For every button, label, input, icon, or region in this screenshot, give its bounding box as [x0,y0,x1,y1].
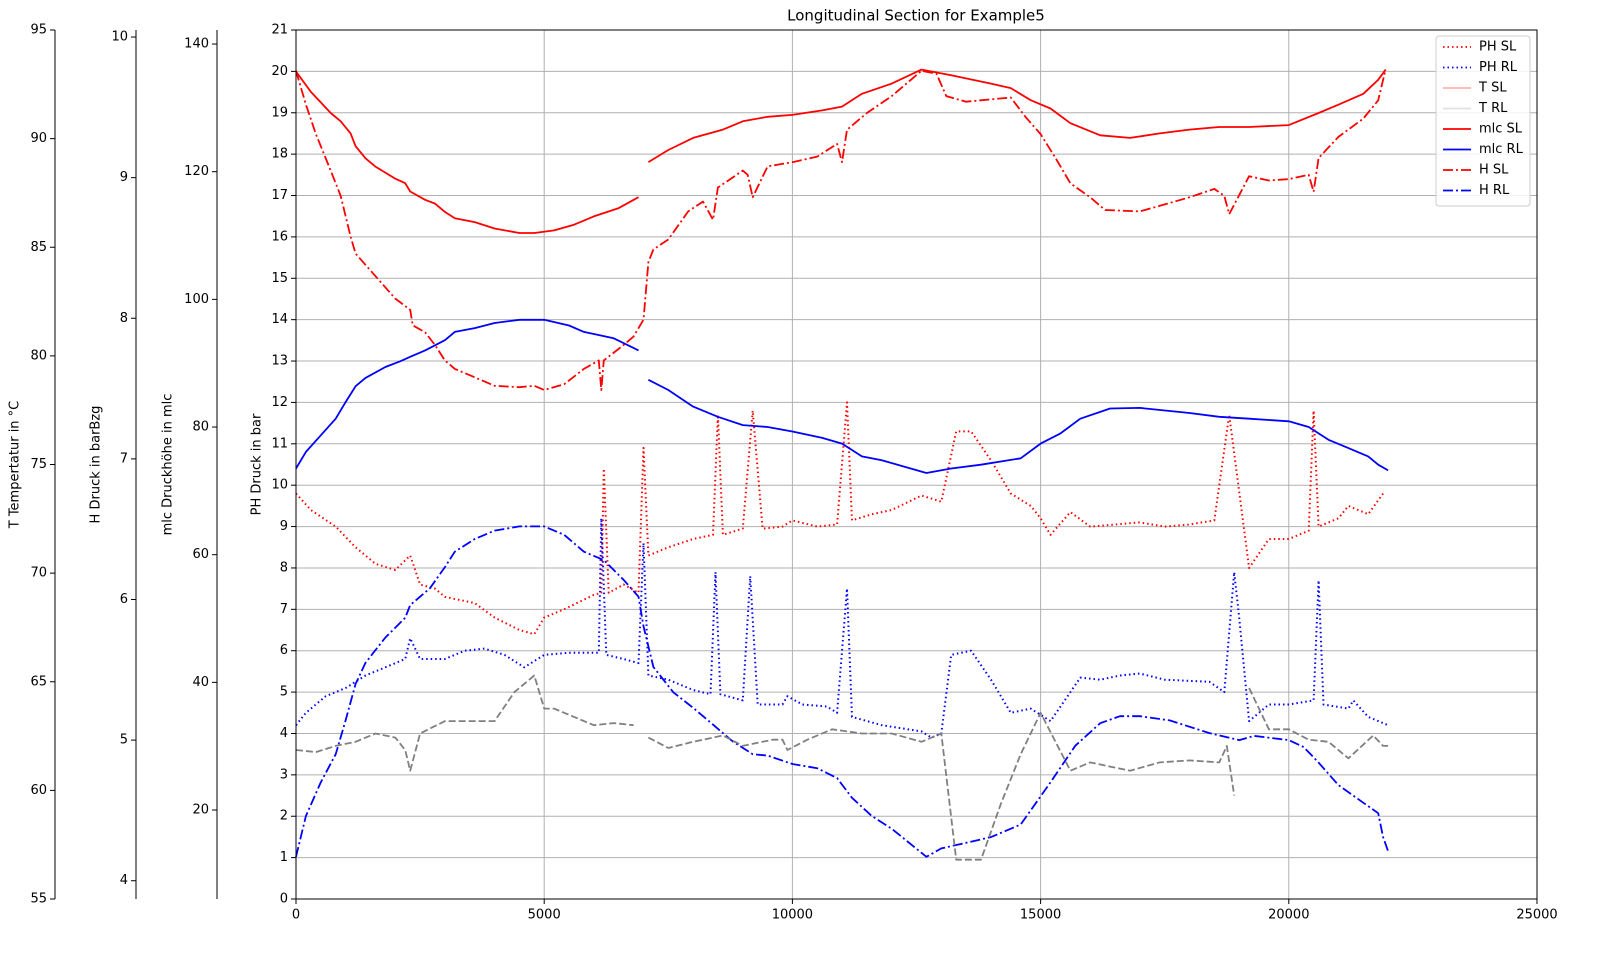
y-axis-label: H Druck in barBzg [89,406,104,524]
series-line [295,517,1389,739]
y-tick-label: 0 [280,892,288,907]
legend-label: PH RL [1479,60,1518,75]
x-tick-label: 15000 [1020,908,1061,923]
y-tick-label: 21 [271,23,288,38]
x-tick-label: 25000 [1516,908,1557,923]
y-tick-label: 12 [271,395,288,410]
legend-label: PH SL [1479,40,1517,55]
y-tick-label: 10 [271,478,288,493]
legend-box [1435,35,1531,207]
y-tick-label: 4 [120,873,128,888]
y-tick-label: 20 [192,803,209,818]
y-tick-label: 9 [120,170,128,185]
chart-title: Longitudinal Section for Example5 [787,7,1045,25]
y-tick-label: 8 [280,560,288,575]
y-tick-label: 70 [30,566,47,581]
y-tick-label: 5 [280,685,288,700]
y-tick-label: 14 [271,312,288,327]
y-tick-label: 65 [30,674,47,689]
plot-frame [295,29,1538,900]
y-tick-label: 95 [30,23,47,38]
y-tick-label: 5 [120,733,128,748]
y-tick-label: 120 [184,164,209,179]
y-tick-label: 8 [120,311,128,326]
series-line [295,69,1387,391]
legend-label: T RL [1478,101,1508,116]
y-tick-label: 7 [120,451,128,466]
y-tick-label: 85 [30,240,47,255]
legend-label: H RL [1479,183,1510,198]
y-tick-label: 18 [271,147,288,162]
legend-label: H SL [1479,163,1509,178]
y-tick-label: 13 [271,354,288,369]
y-tick-label: 75 [30,457,47,472]
x-tick-label: 10000 [772,908,813,923]
y-tick-label: 15 [271,271,288,286]
y-tick-label: 17 [271,188,288,203]
x-tick-label: 20000 [1268,908,1309,923]
y-tick-label: 6 [120,592,128,607]
y-tick-label: 6 [280,643,288,658]
legend-label: mlc SL [1479,122,1523,137]
y-tick-label: 16 [271,229,288,244]
y-tick-label: 100 [184,292,209,307]
y-tick-label: 80 [30,348,47,363]
y-tick-label: 20 [271,64,288,79]
y-tick-label: 60 [30,783,47,798]
y-tick-label: 7 [280,602,288,617]
y-axis-label: T Tempertatur in °C [8,401,23,530]
y-tick-label: 1 [280,850,288,865]
legend: PH SL PH RL T SL T RL mlc SL mlc RL H SL H RL [1435,35,1531,207]
series-line [295,674,1389,861]
legend-label: mlc RL [1479,142,1524,157]
y-tick-label: 10 [111,30,128,45]
y-axis-label: PH Druck in bar [250,413,265,515]
y-tick-label: 55 [30,892,47,907]
y-tick-label: 60 [192,547,209,562]
legend-label: T SL [1478,81,1507,96]
series-line [295,318,1389,474]
y-axis-label: mlc Druckhöhe in mlc [161,394,176,536]
y-tick-label: 4 [280,726,288,741]
series-line [295,401,1384,636]
y-tick-label: 2 [280,809,288,824]
y-tick-label: 11 [271,436,288,451]
x-tick-label: 5000 [528,908,561,923]
y-tick-label: 19 [271,105,288,120]
x-tick-label: 0 [292,908,300,923]
y-tick-label: 80 [192,420,209,435]
y-tick-label: 40 [192,675,209,690]
y-tick-label: 90 [30,131,47,146]
series-line [295,525,1389,858]
series-line [295,68,1387,234]
y-tick-label: 3 [280,767,288,782]
y-tick-label: 140 [184,37,209,52]
y-tick-label: 9 [280,519,288,534]
